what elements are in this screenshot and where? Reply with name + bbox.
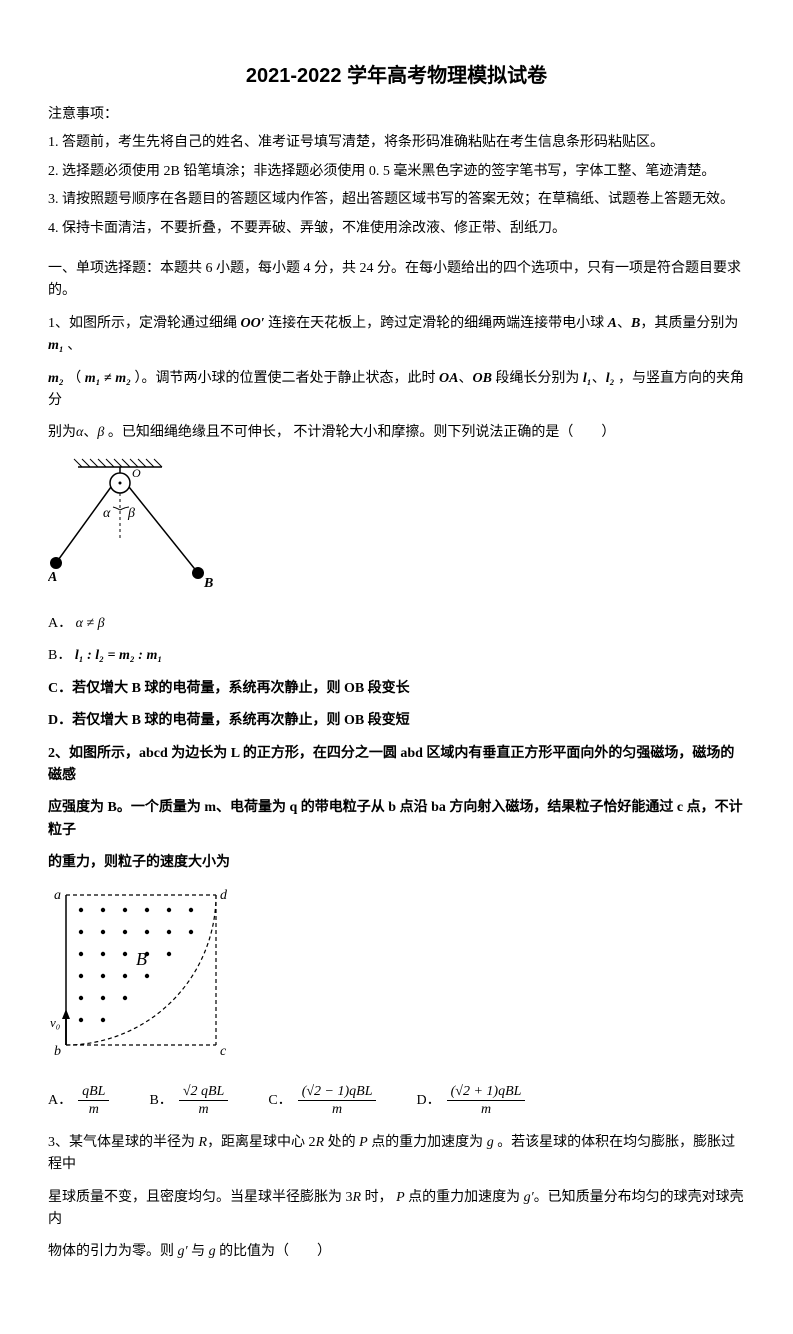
- q2-line3: 的重力，则粒子的速度大小为: [48, 852, 745, 874]
- q3-line2: 星球质量不变，且密度均匀。当星球半径膨胀为 3R 时， P 点的重力加速度为 g…: [48, 1187, 745, 1232]
- q1-choice-c: C．若仅增大 B 球的电荷量，系统再次静止，则 OB 段变长: [48, 678, 745, 700]
- q1-m2: m₂: [48, 371, 64, 386]
- svg-text:B: B: [136, 949, 147, 969]
- q3-p2b: 时，: [361, 1190, 396, 1205]
- q2-a-den: m: [78, 1101, 109, 1117]
- q1-and: 、: [64, 338, 82, 353]
- notice-2: 2. 选择题必须使用 2B 铅笔填涂；非选择题必须使用 0. 5 毫米黑色字迹的…: [48, 161, 745, 183]
- q3-gp2: g′: [178, 1244, 188, 1259]
- q1-line1: 1、如图所示，定滑轮通过细绳 OO′ 连接在天花板上，跨过定滑轮的细绳两端连接带…: [48, 313, 745, 358]
- svg-text:b: b: [54, 1044, 61, 1059]
- q1-p2c: 段绳长分别为: [492, 371, 583, 386]
- q3-p1b: ，距离星球中心 2: [207, 1135, 316, 1150]
- q1-OB: OB: [472, 371, 491, 386]
- notice-3: 3. 请按照题号顺序在各题目的答题区域内作答，超出答题区域书写的答案无效；在草稿…: [48, 189, 745, 211]
- q3-p3a: 物体的引力为零。则: [48, 1244, 178, 1259]
- svg-text:v₀: v₀: [50, 1015, 60, 1030]
- q3-p2c: 点的重力加速度为: [405, 1190, 524, 1205]
- svg-text:α: α: [103, 506, 111, 521]
- choice-letter-d: D．: [416, 1090, 440, 1112]
- q3-g2: g: [209, 1244, 216, 1259]
- q1-choice-b-text: l₁ : l₂ = m₂ : m₁: [75, 648, 162, 663]
- q3-p3c: 的比值为（ ）: [216, 1244, 332, 1259]
- q1-figure: α β A B O: [48, 455, 745, 603]
- svg-text:B: B: [203, 576, 213, 591]
- q1-choice-b: B． l₁ : l₂ = m₂ : m₁: [48, 645, 745, 667]
- svg-text:a: a: [54, 888, 61, 903]
- q3-R1: R: [199, 1135, 208, 1150]
- q3-p1c: 处的: [324, 1135, 359, 1150]
- q3-p1d: 点的重力加速度为: [368, 1135, 487, 1150]
- q1-p3b: 。已知细绳绝缘且不可伸长， 不计滑轮大小和摩擦。则下列说法正确的是（ ）: [104, 425, 615, 440]
- q2-line1: 2、如图所示，abcd 为边长为 L 的正方形，在四分之一圆 abd 区域内有垂…: [48, 743, 745, 788]
- choice-letter-a: A．: [48, 616, 72, 631]
- q2-b-num: √2 qBL: [179, 1084, 229, 1101]
- q1-line2: m₂ （ m₁ ≠ m₂ ）。调节两小球的位置使二者处于静止状态，此时 OA、O…: [48, 368, 745, 413]
- q1-neq: m₁ ≠ m₂: [85, 371, 131, 386]
- q2-choices: A． qBL m B． √2 qBL m C． (√2 − 1)qBL m D．…: [48, 1084, 745, 1118]
- q2-a-num: qBL: [78, 1084, 109, 1101]
- q1-p3a: 别为: [48, 425, 76, 440]
- svg-text:β: β: [127, 506, 135, 521]
- q2-choice-a: A． qBL m: [48, 1084, 109, 1118]
- q3-R2: R: [316, 1135, 325, 1150]
- q1-choice-d: D．若仅增大 B 球的电荷量，系统再次静止，则 OB 段变短: [48, 710, 745, 732]
- q2-b-den: m: [179, 1101, 229, 1117]
- q3-line3: 物体的引力为零。则 g′ 与 g 的比值为（ ）: [48, 1241, 745, 1263]
- q1-choice-a-text: α ≠ β: [76, 616, 105, 631]
- q1-text-1b: 连接在天花板上，跨过定滑轮的细绳两端连接带电小球: [265, 316, 608, 331]
- notice-4: 4. 保持卡面清洁，不要折叠，不要弄破、弄皱，不准使用涂改液、修正带、刮纸刀。: [48, 218, 745, 240]
- svg-text:O: O: [132, 466, 141, 480]
- q1-text-1a: 1、如图所示，定滑轮通过细绳: [48, 316, 241, 331]
- q1-l1: l₁: [583, 371, 592, 386]
- q3-p1a: 3、某气体星球的半径为: [48, 1135, 199, 1150]
- notice-header: 注意事项：: [48, 104, 745, 126]
- q1-OA: OA: [439, 371, 458, 386]
- q3-g1: g: [487, 1135, 494, 1150]
- q1-m1: m₁: [48, 338, 64, 353]
- q3-R3: R: [353, 1190, 362, 1205]
- q2-choice-d: D． (√2 + 1)qBL m: [416, 1084, 525, 1118]
- svg-text:A: A: [48, 570, 57, 585]
- notice-1: 1. 答题前，考生先将自己的姓名、准考证号填写清楚，将条形码准确粘贴在考生信息条…: [48, 132, 745, 154]
- q1-p2b: ）。调节两小球的位置使二者处于静止状态，此时: [131, 371, 439, 386]
- q2-d-num: (√2 + 1)qBL: [447, 1084, 526, 1101]
- q2-c-num: (√2 − 1)qBL: [298, 1084, 377, 1101]
- q2-choice-b: B． √2 qBL m: [149, 1084, 228, 1118]
- q2-figure: a d b c v₀ B: [48, 887, 745, 1070]
- choice-letter-b: B．: [149, 1090, 172, 1112]
- section-1-header: 一、单项选择题：本题共 6 小题，每小题 4 分，共 24 分。在每小题给出的四…: [48, 258, 745, 303]
- q2-c-den: m: [298, 1101, 377, 1117]
- q3-gp: g′: [524, 1190, 534, 1205]
- choice-letter-c: C．: [268, 1090, 291, 1112]
- q3-P2: P: [396, 1190, 405, 1205]
- page-title: 2021-2022 学年高考物理模拟试卷: [48, 60, 745, 92]
- choice-letter-a: A．: [48, 1090, 72, 1112]
- q3-line1: 3、某气体星球的半径为 R，距离星球中心 2R 处的 P 点的重力加速度为 g …: [48, 1132, 745, 1177]
- svg-text:c: c: [220, 1044, 227, 1059]
- q1-line3: 别为α、β 。已知细绳绝缘且不可伸长， 不计滑轮大小和摩擦。则下列说法正确的是（…: [48, 422, 745, 444]
- q3-P1: P: [359, 1135, 368, 1150]
- q1-oo: OO′: [241, 316, 265, 331]
- q1-text-1c: ，其质量分别为: [640, 316, 738, 331]
- q2-choice-c: C． (√2 − 1)qBL m: [268, 1084, 376, 1118]
- q1-alpha: α: [76, 425, 83, 440]
- q2-line2: 应强度为 B。一个质量为 m、电荷量为 q 的带电粒子从 b 点沿 ba 方向射…: [48, 797, 745, 842]
- q1-choice-a: A． α ≠ β: [48, 613, 745, 635]
- q1-B: B: [631, 316, 640, 331]
- q3-p2a: 星球质量不变，且密度均匀。当星球半径膨胀为 3: [48, 1190, 353, 1205]
- q1-p2a: （: [64, 371, 85, 386]
- q1-A: A: [608, 316, 617, 331]
- q2-d-den: m: [447, 1101, 526, 1117]
- svg-text:d: d: [220, 888, 228, 903]
- q3-p3b: 与: [188, 1244, 209, 1259]
- choice-letter-b: B．: [48, 648, 71, 663]
